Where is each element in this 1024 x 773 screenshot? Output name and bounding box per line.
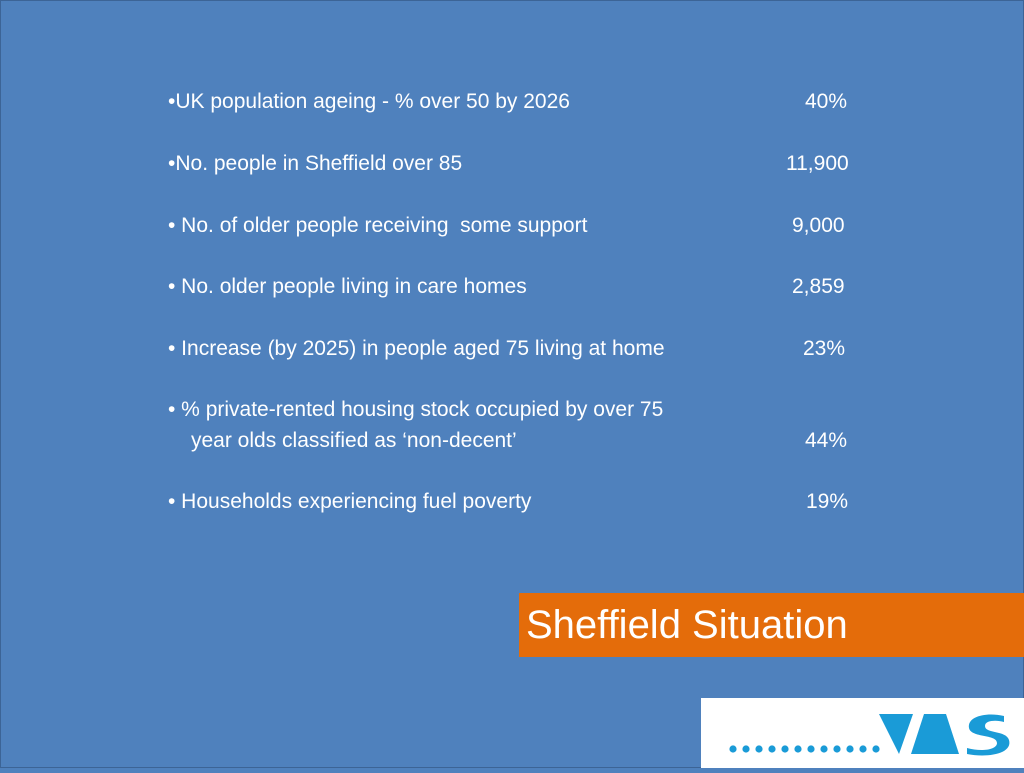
stat-value: 44% <box>805 429 848 452</box>
stat-value: 11,900 <box>786 152 849 175</box>
stat-label: • No. of older people receiving some sup… <box>168 214 588 237</box>
stat-item: • No. of older people receiving some sup… <box>168 210 868 241</box>
stat-item: • Increase (by 2025) in people aged 75 l… <box>168 333 868 364</box>
stat-label-continued: year olds classified as ‘non-decent’ <box>191 429 517 452</box>
stat-value: 40% <box>805 90 848 113</box>
slide-title: Sheffield Situation <box>526 603 848 647</box>
stat-label: • Households experiencing fuel poverty <box>168 490 532 513</box>
stat-label: • Increase (by 2025) in people aged 75 l… <box>168 337 665 360</box>
vas-logo-icon <box>729 714 1010 756</box>
stat-item: • % private-rented housing stock occupie… <box>168 394 868 425</box>
stat-value: 9,000 <box>792 214 845 237</box>
stat-value: 2,859 <box>792 275 845 298</box>
logo-panel <box>701 698 1024 768</box>
stat-label: •UK population ageing - % over 50 by 202… <box>168 90 570 113</box>
stat-value: 23% <box>803 337 846 360</box>
stat-item: • No. older people living in care homes … <box>168 271 868 302</box>
stat-label: • No. older people living in care homes <box>168 275 527 298</box>
stat-label: • % private-rented housing stock occupie… <box>168 398 664 421</box>
stat-label: •No. people in Sheffield over 85 <box>168 152 463 175</box>
title-bar: Sheffield Situation <box>519 593 1024 657</box>
stat-item: • Households experiencing fuel poverty 1… <box>168 486 868 517</box>
stat-item: •UK population ageing - % over 50 by 202… <box>168 86 868 117</box>
stat-item-continued: year olds classified as ‘non-decent’ 44% <box>168 425 868 456</box>
stat-item: •No. people in Sheffield over 85 11,900 <box>168 148 868 179</box>
stat-value: 19% <box>806 490 849 513</box>
